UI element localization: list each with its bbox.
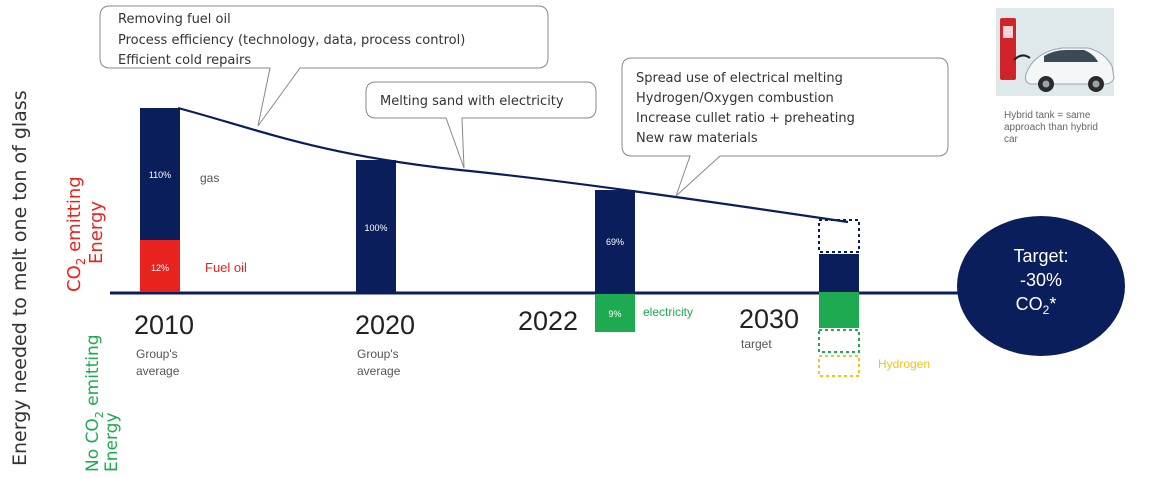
bar-2030-hydrogen-dashed <box>818 355 860 377</box>
y-axis-label-group: Energy needed to melt one ton of glass <box>9 90 31 466</box>
legend-electricity: electricity <box>643 305 693 319</box>
target-sub: 2 <box>1043 303 1050 317</box>
callout-electrical-melting: Spread use of electrical melting Hydroge… <box>621 57 949 197</box>
no-co2-sub: 2 <box>93 411 106 418</box>
bar-2010-gas <box>140 108 180 240</box>
co2-emitting-rest: emitting <box>64 176 85 257</box>
co2-emitting-label: CO2 emitting Energy <box>64 176 107 292</box>
co2-emitting-line1: CO <box>64 265 85 292</box>
year-2010-sub2: average <box>136 364 180 378</box>
bar-2010-fuel-label: 12% <box>151 263 169 273</box>
target-co: CO <box>1016 294 1043 314</box>
callout1-line3: Efficient cold repairs <box>118 53 251 68</box>
target-line1: Target: <box>1013 246 1068 266</box>
bar-2022-electricity-label: 9% <box>608 309 621 319</box>
svg-text:No CO2 emitting: No CO2 emitting <box>83 334 106 472</box>
callout3-line4: New raw materials <box>636 131 758 146</box>
co2-emitting-line2: Energy <box>86 201 107 264</box>
callout1-line2: Process efficiency (technology, data, pr… <box>118 33 465 48</box>
callout3-line2: Hydrogen/Oxygen combustion <box>636 91 834 106</box>
callout-melting-sand: Melting sand with electricity <box>365 81 597 169</box>
bar-2020-gas-label: 100% <box>364 223 387 233</box>
callout1-line1: Removing fuel oil <box>118 12 231 27</box>
bar-2030-gas <box>819 254 859 292</box>
year-2030-sub1: target <box>741 337 772 351</box>
bar-2010-fuel-oil <box>140 240 180 292</box>
callout2-line1: Melting sand with electricity <box>380 94 564 109</box>
no-co2-line1: No CO <box>83 418 103 472</box>
bar-2020-gas <box>356 160 396 292</box>
bar-2030-electricity <box>819 292 859 328</box>
hybrid-car-charging-icon <box>996 8 1115 96</box>
legend-gas: gas <box>200 171 219 185</box>
hybrid-caption-line3: car <box>1004 134 1019 145</box>
hybrid-caption-line1: Hybrid tank = same <box>1004 110 1091 121</box>
no-co2-emitting-label: No CO2 emitting Energy <box>83 334 122 472</box>
bar-2010-gas-label: 110% <box>149 170 171 180</box>
year-2020-sub2: average <box>357 364 401 378</box>
callout3-line1: Spread use of electrical melting <box>636 71 843 86</box>
target-line2: -30% <box>1020 270 1062 290</box>
callout-removing-fuel-oil: Removing fuel oil Process efficiency (te… <box>99 5 549 127</box>
year-2022: 2022 <box>518 306 578 336</box>
bar-2030-electricity-dashed <box>818 329 860 353</box>
bar-2022-gas <box>595 190 635 292</box>
year-2020: 2020 <box>355 310 415 340</box>
bar-2022-electricity <box>595 294 635 332</box>
legend-hydrogen: Hydrogen <box>878 357 930 371</box>
callout3-line3: Increase cullet ratio + preheating <box>636 111 855 126</box>
target-circle <box>957 216 1125 356</box>
target-star: * <box>1049 294 1056 314</box>
year-2010-sub1: Group's <box>136 347 178 361</box>
legend-fuel-oil: Fuel oil <box>205 260 247 275</box>
bar-2022-gas-label: 69% <box>606 237 624 247</box>
year-2020-sub1: Group's <box>357 347 399 361</box>
no-co2-line2: Energy <box>102 412 122 472</box>
svg-text:CO2 emitting: CO2 emitting <box>64 176 88 292</box>
trend-line <box>177 106 849 224</box>
bar-2030-reduction-dashed <box>818 219 860 253</box>
y-axis-label: Energy needed to melt one ton of glass <box>9 90 31 466</box>
year-2010: 2010 <box>134 310 194 340</box>
year-2030: 2030 <box>739 304 799 334</box>
no-co2-rest: emitting <box>83 334 103 411</box>
svg-text:CO2*: CO2* <box>1016 294 1057 317</box>
hybrid-caption-line2: approach than hybrid <box>1004 122 1098 133</box>
co2-emitting-sub: 2 <box>74 258 88 266</box>
